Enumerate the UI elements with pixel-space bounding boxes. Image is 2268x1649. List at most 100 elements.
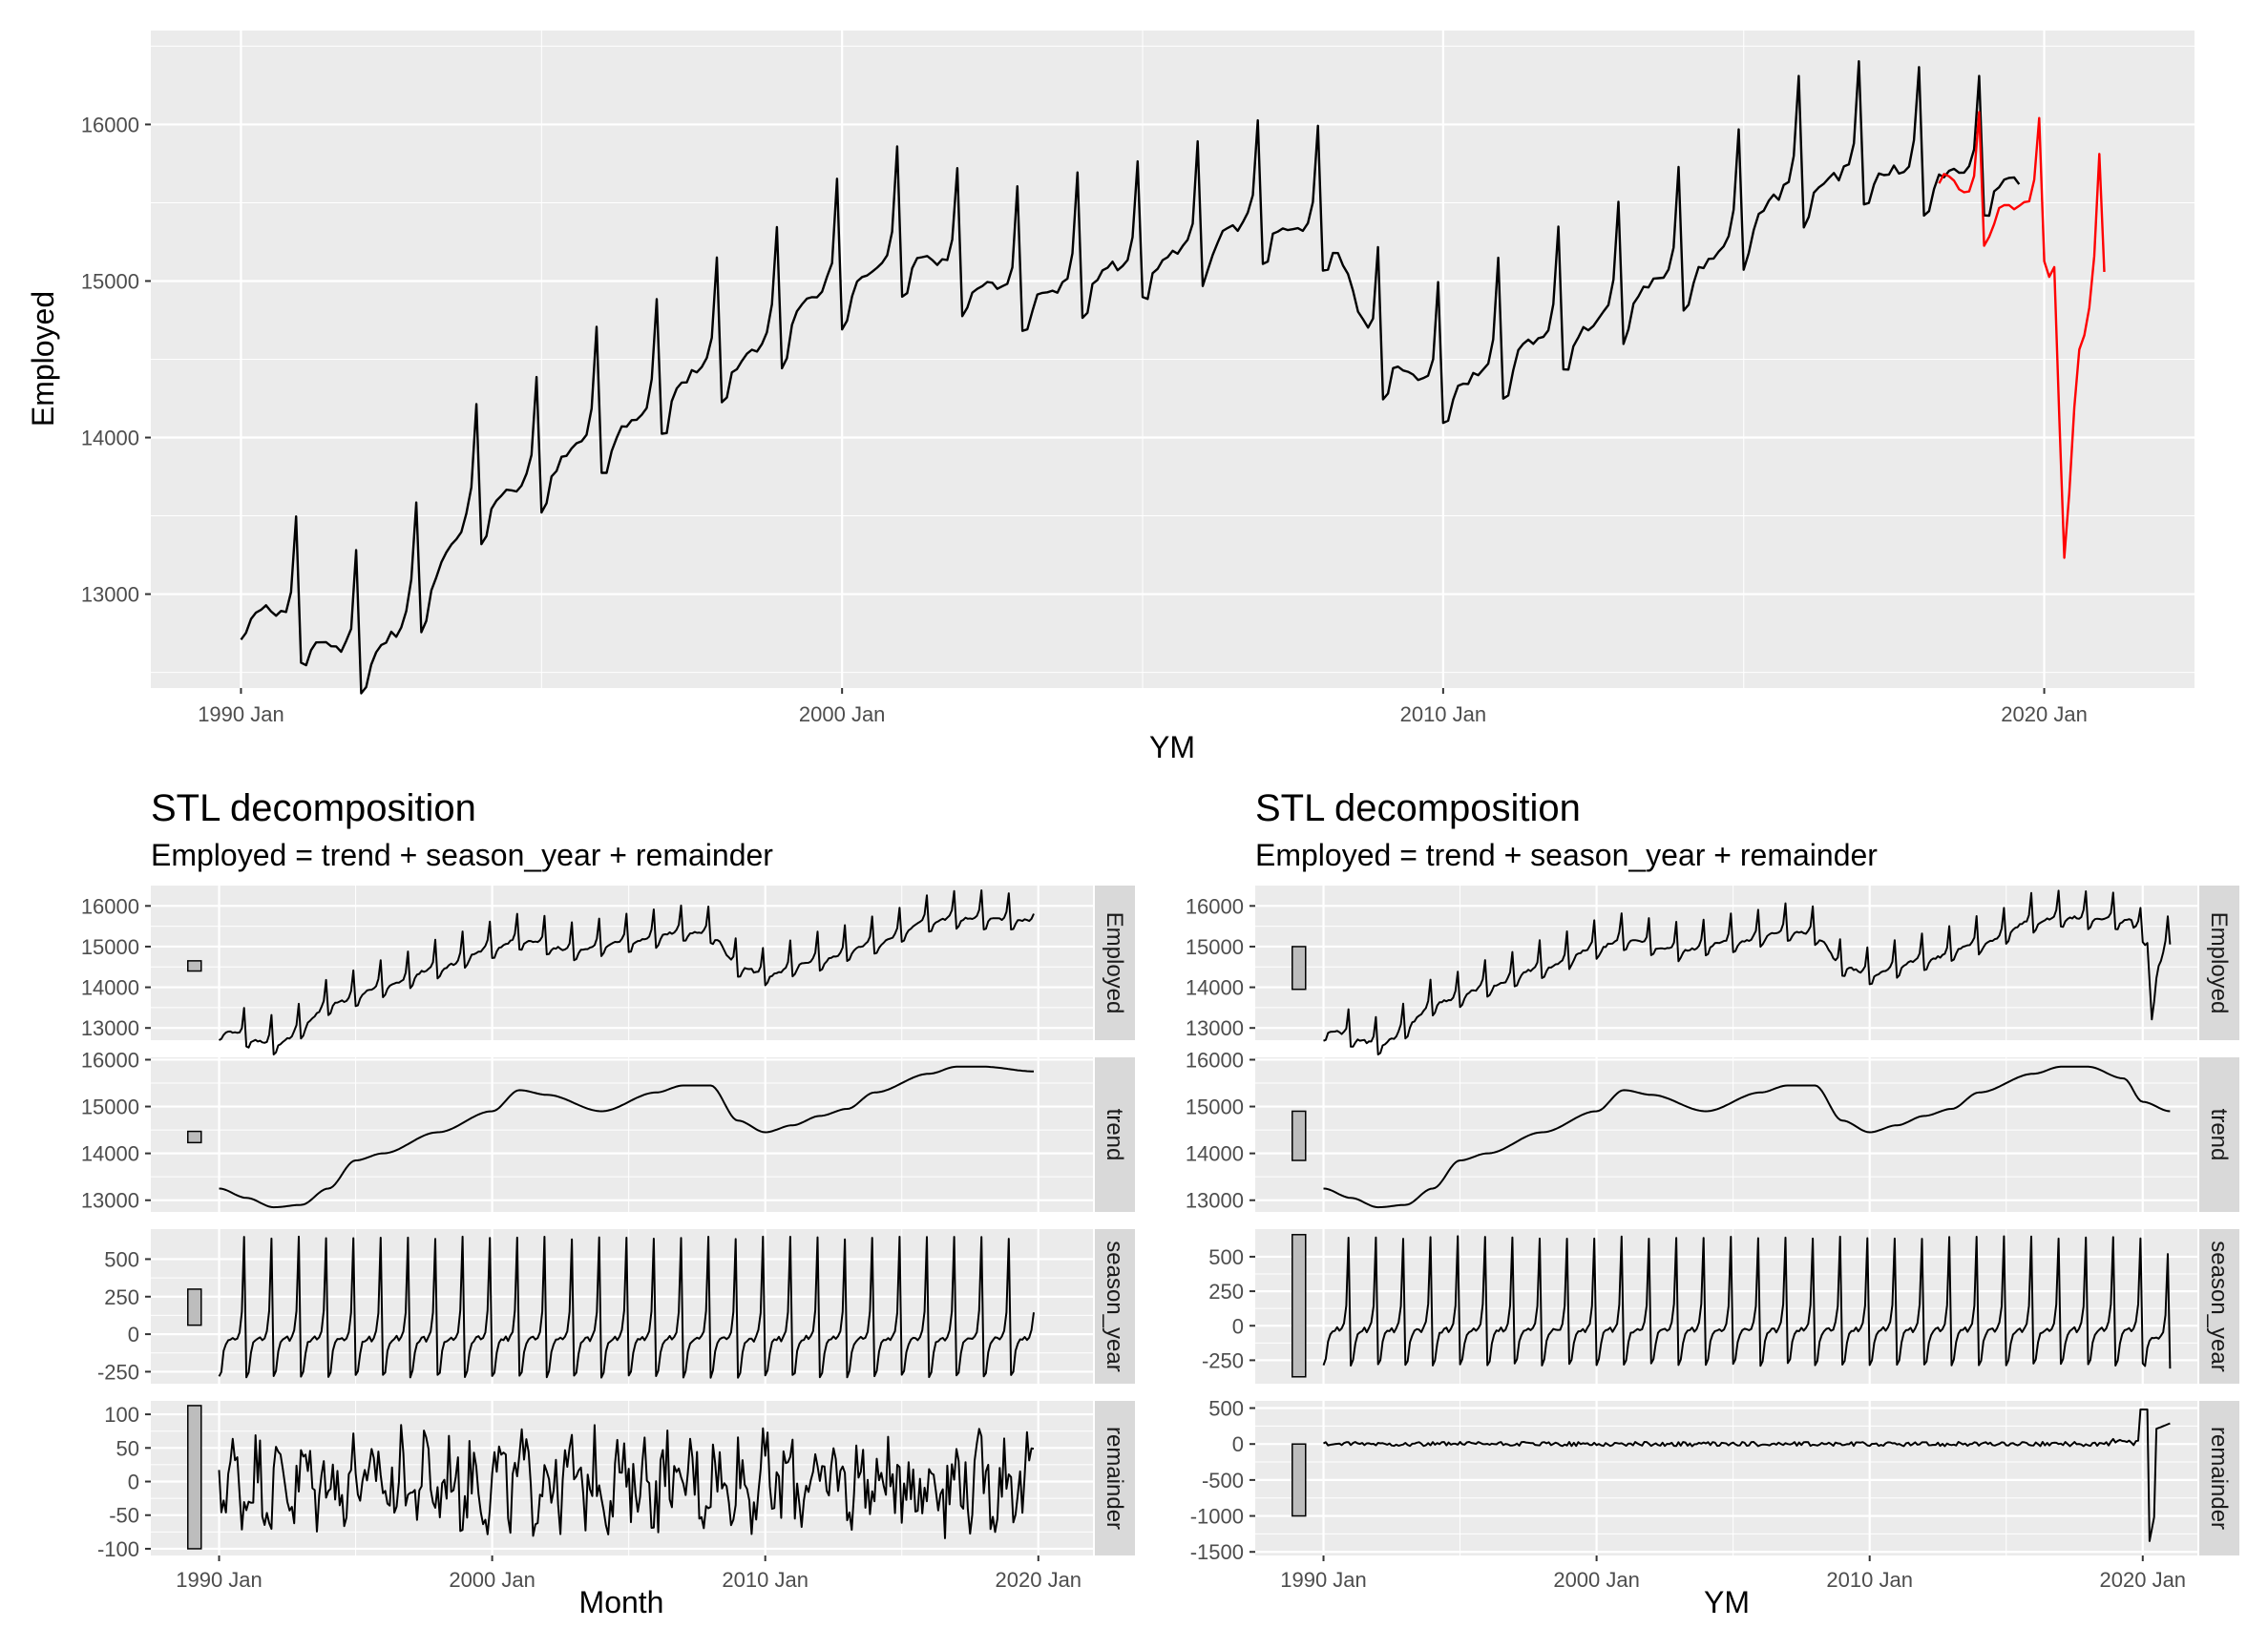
right-strip-background (2199, 1229, 2239, 1384)
left-strip-label-Employed: Employed (1102, 912, 1127, 1014)
right-stl-title: STL decomposition (1255, 787, 1581, 829)
left-strip-background (1095, 1401, 1135, 1555)
right-stl-subtitle: Employed = trend + season_year + remaind… (1255, 838, 1878, 872)
left-y-tick-label: 14000 (81, 976, 139, 1000)
top-x-tick-label: 1990 Jan (198, 702, 284, 726)
right-y-tick-label: 500 (1208, 1245, 1244, 1269)
top-x-tick-label: 2000 Jan (799, 702, 886, 726)
left-stl-panels: 13000 14000 15000 16000 Employed 13000 14000 15… (81, 886, 1135, 1561)
right-x-tick-label: 1990 Jan (1280, 1568, 1367, 1592)
left-y-tick-label: 500 (104, 1247, 139, 1271)
right-x-tick-label: 2010 Jan (1826, 1568, 1913, 1592)
right-y-tick-label: 13000 (1186, 1016, 1244, 1040)
left-strip-label-season_year: season_year (1102, 1241, 1127, 1371)
right-y-tick-label: 14000 (1186, 1142, 1244, 1166)
top-y-tick-label: 14000 (81, 427, 139, 450)
left-panel-season_year: -250 0 250 500 season_year (97, 1229, 1135, 1384)
left-panel-background (151, 1229, 1093, 1384)
left-panel-background (151, 886, 1093, 1040)
right-panel-background (1255, 886, 2197, 1040)
left-y-tick-label: 13000 (81, 1189, 139, 1213)
right-scale-bar (1292, 1110, 1307, 1161)
employed-series-line (240, 60, 2021, 695)
right-y-tick-label: 250 (1208, 1280, 1244, 1304)
left-y-tick-label: -100 (97, 1537, 139, 1561)
top-panel-grid (151, 31, 2194, 688)
right-stl-x-axis-title: YM (1704, 1585, 1750, 1619)
left-series-trend (219, 1065, 1034, 1209)
left-strip-label-remainder: remainder (1102, 1427, 1127, 1530)
left-scale-bar (187, 1405, 202, 1550)
left-series-Employed (218, 889, 1035, 1055)
top-x-axis: 1990 Jan 2000 Jan 2010 Jan 2020 Jan (198, 688, 2088, 726)
right-strip-label-season_year: season_year (2206, 1241, 2232, 1371)
top-y-axis: 13000 14000 15000 16000 (81, 113, 151, 607)
right-y-tick-label: 15000 (1186, 1096, 1244, 1119)
right-strip-label-trend: trend (2206, 1109, 2232, 1161)
right-stl-panels: 13000 14000 15000 16000 Employed 13000 14000 15… (1186, 886, 2239, 1564)
right-panel-remainder: -1500 -1000 -500 0 500 remainder (1190, 1397, 2239, 1564)
left-y-tick-label: 50 (116, 1436, 139, 1460)
right-strip-label-remainder: remainder (2206, 1427, 2232, 1530)
right-series-trend (1323, 1065, 2171, 1209)
left-y-tick-label: -250 (97, 1360, 139, 1384)
right-scale-bar (1292, 946, 1307, 991)
stl-decomposition-left: STL decomposition Employed = trend + sea… (81, 787, 1135, 1619)
top-x-axis-title: YM (1149, 730, 1195, 764)
left-strip-background (1095, 1229, 1135, 1384)
right-panel-background (1255, 1229, 2197, 1384)
left-series-season_year (218, 1235, 1035, 1379)
left-x-tick-label: 1990 Jan (176, 1568, 262, 1592)
right-series-Employed (1323, 889, 2172, 1055)
right-x-tick-label: 2000 Jan (1553, 1568, 1640, 1592)
left-y-tick-label: 15000 (81, 1096, 139, 1119)
right-strip-background (2199, 1401, 2239, 1555)
right-scale-bar (1292, 1234, 1307, 1378)
top-y-tick-label: 13000 (81, 583, 139, 607)
left-strip-background (1095, 1057, 1135, 1212)
top-panel-series (240, 60, 2106, 695)
left-strip-label-trend: trend (1102, 1109, 1127, 1161)
left-scale-bar (187, 960, 202, 972)
right-y-tick-label: -1000 (1190, 1505, 1244, 1529)
right-y-tick-label: 0 (1232, 1432, 1244, 1456)
right-y-tick-label: 13000 (1186, 1189, 1244, 1213)
right-y-tick-label: -500 (1202, 1469, 1244, 1492)
left-stl-x-axis: 1990 Jan 2000 Jan 2010 Jan 2020 Jan (176, 1555, 1082, 1592)
stl-decomposition-right: STL decomposition Employed = trend + sea… (1186, 787, 2239, 1619)
left-y-tick-label: -50 (109, 1504, 139, 1528)
right-y-tick-label: 16000 (1186, 1048, 1244, 1072)
right-series-season_year (1322, 1235, 2172, 1369)
right-y-tick-label: 16000 (1186, 894, 1244, 918)
right-panel-background (1255, 1401, 2197, 1555)
right-y-tick-label: -250 (1202, 1348, 1244, 1372)
right-y-tick-label: 500 (1208, 1397, 1244, 1421)
right-panel-season_year: -250 0 250 500 season_year (1202, 1229, 2239, 1384)
left-stl-subtitle: Employed = trend + season_year + remaind… (151, 838, 773, 872)
left-series-remainder (218, 1424, 1035, 1539)
top-x-tick-label: 2020 Jan (2001, 702, 2088, 726)
right-strip-background (2199, 1057, 2239, 1212)
left-stl-x-axis-title: Month (579, 1585, 664, 1619)
right-stl-x-axis: 1990 Jan 2000 Jan 2010 Jan 2020 Jan (1280, 1555, 2186, 1592)
right-panel-Employed: 13000 14000 15000 16000 Employed (1186, 886, 2239, 1055)
top-y-tick-label: 15000 (81, 269, 139, 293)
left-y-tick-label: 16000 (81, 894, 139, 918)
left-panel-Employed: 13000 14000 15000 16000 Employed (81, 886, 1135, 1055)
left-scale-bar (187, 1288, 202, 1326)
forecast-series-line (1938, 111, 2106, 559)
top-x-tick-label: 2010 Jan (1400, 702, 1487, 726)
right-panel-background (1255, 1057, 2197, 1212)
left-y-tick-label: 250 (104, 1285, 139, 1309)
left-y-tick-label: 13000 (81, 1016, 139, 1040)
employment-forecast-plot: 13000 14000 15000 16000 1990 Jan 2000 Jan 201… (26, 31, 2194, 764)
left-y-tick-label: 15000 (81, 935, 139, 959)
left-x-tick-label: 2000 Jan (449, 1568, 536, 1592)
left-x-tick-label: 2020 Jan (996, 1568, 1082, 1592)
right-scale-bar (1292, 1443, 1307, 1517)
right-x-tick-label: 2020 Jan (2100, 1568, 2187, 1592)
right-strip-label-Employed: Employed (2206, 912, 2232, 1014)
right-y-tick-label: 14000 (1186, 976, 1244, 1000)
